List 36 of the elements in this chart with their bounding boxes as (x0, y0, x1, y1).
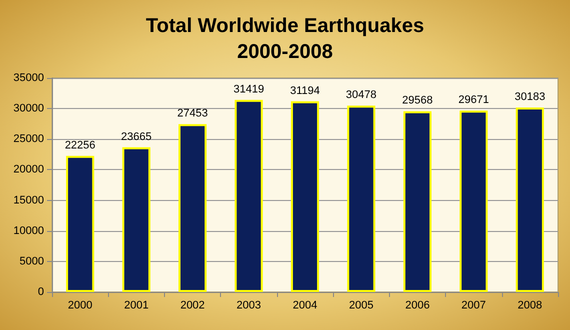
data-label: 31419 (233, 83, 264, 96)
bar (403, 111, 432, 292)
bar (347, 106, 376, 292)
bar (66, 156, 94, 292)
data-label: 22256 (64, 139, 96, 152)
bar (516, 107, 544, 292)
data-label: 29568 (402, 94, 433, 107)
y-tick-label: 5000 (20, 255, 44, 268)
y-tick-label: 15000 (13, 194, 44, 206)
bar (460, 110, 488, 292)
bar (178, 124, 207, 292)
y-tick-label: 30000 (13, 102, 44, 115)
bar (234, 100, 263, 292)
data-label: 30478 (346, 89, 377, 102)
y-tick-label: 0 (38, 286, 44, 298)
chart-title: Total Worldwide Earthquakes 2000-2008 (146, 15, 424, 63)
x-tick-label: 2000 (68, 300, 92, 312)
x-tick-label: 2004 (292, 300, 318, 312)
data-label: 23665 (121, 130, 152, 143)
bar (122, 147, 150, 292)
data-label: 31194 (290, 84, 320, 97)
bar (290, 101, 320, 292)
y-tick-label: 35000 (13, 72, 44, 84)
y-tick-label: 25000 (13, 133, 44, 146)
x-tick-label: 2006 (405, 300, 430, 312)
data-label: 29671 (458, 94, 489, 106)
x-tick-label: 2008 (518, 300, 542, 312)
x-tick-label: 2002 (180, 300, 205, 312)
data-label: 30183 (514, 90, 546, 103)
x-tick-label: 2005 (348, 300, 374, 312)
data-label: 27453 (177, 108, 208, 120)
x-tick-label: 2007 (461, 300, 486, 312)
y-tick-label: 20000 (13, 164, 44, 176)
x-tick-label: 2003 (236, 300, 262, 312)
y-tick-label: 10000 (13, 224, 44, 237)
x-tick-label: 2001 (124, 300, 149, 312)
